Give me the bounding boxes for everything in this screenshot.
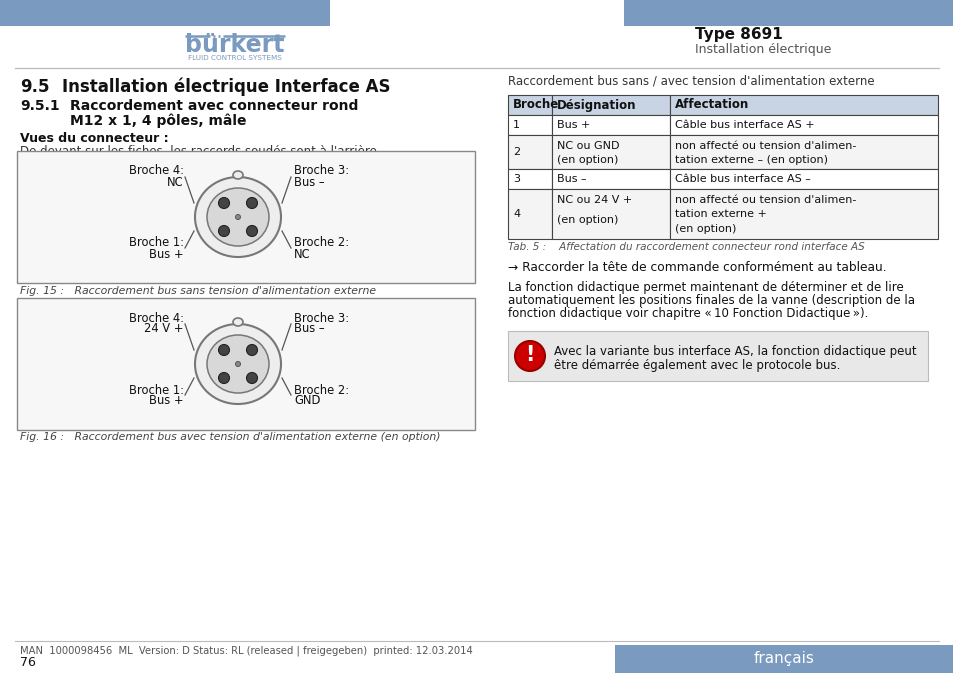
Text: NC ou GND: NC ou GND — [557, 141, 618, 151]
FancyBboxPatch shape — [669, 169, 937, 189]
Text: Câble bus interface AS +: Câble bus interface AS + — [675, 120, 814, 130]
Text: 2: 2 — [513, 147, 519, 157]
Text: Raccordement bus sans / avec tension d'alimentation externe: Raccordement bus sans / avec tension d'a… — [507, 75, 874, 88]
Text: bürkert: bürkert — [185, 33, 284, 57]
Text: 24 V +: 24 V + — [144, 322, 184, 336]
FancyBboxPatch shape — [669, 189, 937, 239]
Text: être démarrée également avec le protocole bus.: être démarrée également avec le protocol… — [554, 359, 840, 372]
Circle shape — [218, 225, 230, 236]
Text: FLUID CONTROL SYSTEMS: FLUID CONTROL SYSTEMS — [188, 55, 282, 61]
Text: MAN  1000098456  ML  Version: D Status: RL (released | freigegeben)  printed: 12: MAN 1000098456 ML Version: D Status: RL … — [20, 646, 473, 656]
Ellipse shape — [233, 318, 243, 326]
Text: Raccordement avec connecteur rond: Raccordement avec connecteur rond — [70, 99, 358, 113]
FancyBboxPatch shape — [552, 189, 669, 239]
FancyBboxPatch shape — [669, 135, 937, 169]
Text: Broche 2:: Broche 2: — [294, 236, 349, 250]
Circle shape — [246, 197, 257, 209]
Circle shape — [235, 361, 240, 367]
Ellipse shape — [207, 188, 269, 246]
Circle shape — [218, 345, 230, 355]
Text: Affectation: Affectation — [675, 98, 748, 112]
FancyBboxPatch shape — [615, 645, 953, 673]
Circle shape — [235, 215, 240, 219]
Text: Désignation: Désignation — [557, 98, 636, 112]
FancyBboxPatch shape — [623, 0, 953, 26]
Text: fonction didactique voir chapitre « 10 Fonction Didactique »).: fonction didactique voir chapitre « 10 F… — [507, 307, 867, 320]
Circle shape — [218, 372, 230, 384]
FancyBboxPatch shape — [552, 115, 669, 135]
FancyBboxPatch shape — [507, 115, 552, 135]
Circle shape — [246, 345, 257, 355]
Text: Câble bus interface AS –: Câble bus interface AS – — [675, 174, 810, 184]
Text: Fig. 16 :   Raccordement bus avec tension d'alimentation externe (en option): Fig. 16 : Raccordement bus avec tension … — [20, 432, 440, 442]
Text: Installation électrique: Installation électrique — [695, 44, 830, 57]
Text: 3: 3 — [513, 174, 519, 184]
Ellipse shape — [194, 324, 281, 404]
Text: non affecté ou tension d'alimen-: non affecté ou tension d'alimen- — [675, 195, 856, 205]
Text: → Raccorder la tête de commande conformément au tableau.: → Raccorder la tête de commande conformé… — [507, 261, 885, 274]
Text: Fig. 15 :   Raccordement bus sans tension d'alimentation externe: Fig. 15 : Raccordement bus sans tension … — [20, 286, 375, 296]
Text: automatiquement les positions finales de la vanne (description de la: automatiquement les positions finales de… — [507, 294, 914, 307]
Text: 76: 76 — [20, 656, 36, 670]
Text: 1: 1 — [513, 120, 519, 130]
Text: Type 8691: Type 8691 — [695, 28, 781, 42]
Text: Broche 3:: Broche 3: — [294, 312, 349, 324]
Text: Installation électrique Interface AS: Installation électrique Interface AS — [62, 78, 390, 96]
Circle shape — [218, 197, 230, 209]
Text: Broche 2:: Broche 2: — [294, 384, 349, 396]
Text: français: français — [753, 651, 814, 666]
FancyBboxPatch shape — [507, 169, 552, 189]
Text: Tab. 5 :    Affectation du raccordement connecteur rond interface AS: Tab. 5 : Affectation du raccordement con… — [507, 242, 863, 252]
Circle shape — [246, 225, 257, 236]
Circle shape — [246, 372, 257, 384]
Text: Bus –: Bus – — [294, 176, 324, 188]
Ellipse shape — [233, 171, 243, 179]
Text: 9.5: 9.5 — [20, 78, 50, 96]
Text: Broche 1:: Broche 1: — [129, 236, 184, 250]
FancyBboxPatch shape — [507, 189, 552, 239]
FancyBboxPatch shape — [0, 0, 330, 26]
Text: GND: GND — [294, 394, 320, 407]
Text: Bus –: Bus – — [294, 322, 324, 336]
Text: !: ! — [525, 345, 534, 365]
Text: (en option): (en option) — [557, 215, 618, 225]
Text: NC: NC — [167, 176, 184, 188]
Text: Avec la variante bus interface AS, la fonction didactique peut: Avec la variante bus interface AS, la fo… — [554, 345, 916, 358]
Text: tation externe +: tation externe + — [675, 209, 766, 219]
Ellipse shape — [194, 177, 281, 257]
FancyBboxPatch shape — [17, 151, 475, 283]
FancyBboxPatch shape — [507, 135, 552, 169]
Text: NC: NC — [294, 248, 311, 260]
FancyBboxPatch shape — [507, 331, 927, 381]
FancyBboxPatch shape — [669, 115, 937, 135]
FancyBboxPatch shape — [552, 169, 669, 189]
FancyBboxPatch shape — [507, 95, 552, 115]
Text: Broche 3:: Broche 3: — [294, 164, 349, 178]
Text: Bus –: Bus – — [557, 174, 586, 184]
Text: Vues du connecteur :: Vues du connecteur : — [20, 132, 169, 145]
Text: 9.5.1: 9.5.1 — [20, 99, 59, 113]
Text: Bus +: Bus + — [557, 120, 590, 130]
Text: Broche: Broche — [513, 98, 558, 112]
Text: Bus +: Bus + — [150, 394, 184, 407]
Text: Bus +: Bus + — [150, 248, 184, 260]
Text: non affecté ou tension d'alimen-: non affecté ou tension d'alimen- — [675, 141, 856, 151]
Text: De devant sur les fiches, les raccords soudés sont à l'arrière: De devant sur les fiches, les raccords s… — [20, 145, 376, 158]
Text: NC ou 24 V +: NC ou 24 V + — [557, 195, 632, 205]
Text: La fonction didactique permet maintenant de déterminer et de lire: La fonction didactique permet maintenant… — [507, 281, 902, 294]
Text: Broche 4:: Broche 4: — [129, 312, 184, 324]
Text: 4: 4 — [513, 209, 519, 219]
FancyBboxPatch shape — [552, 95, 669, 115]
Text: (en option): (en option) — [557, 155, 618, 165]
Text: tation externe – (en option): tation externe – (en option) — [675, 155, 827, 165]
FancyBboxPatch shape — [552, 135, 669, 169]
Ellipse shape — [207, 335, 269, 393]
FancyBboxPatch shape — [669, 95, 937, 115]
Text: (en option): (en option) — [675, 223, 736, 234]
Text: M12 x 1, 4 pôles, mâle: M12 x 1, 4 pôles, mâle — [70, 113, 246, 127]
Text: Broche 1:: Broche 1: — [129, 384, 184, 396]
FancyBboxPatch shape — [17, 298, 475, 430]
Text: Broche 4:: Broche 4: — [129, 164, 184, 178]
Circle shape — [515, 341, 544, 371]
